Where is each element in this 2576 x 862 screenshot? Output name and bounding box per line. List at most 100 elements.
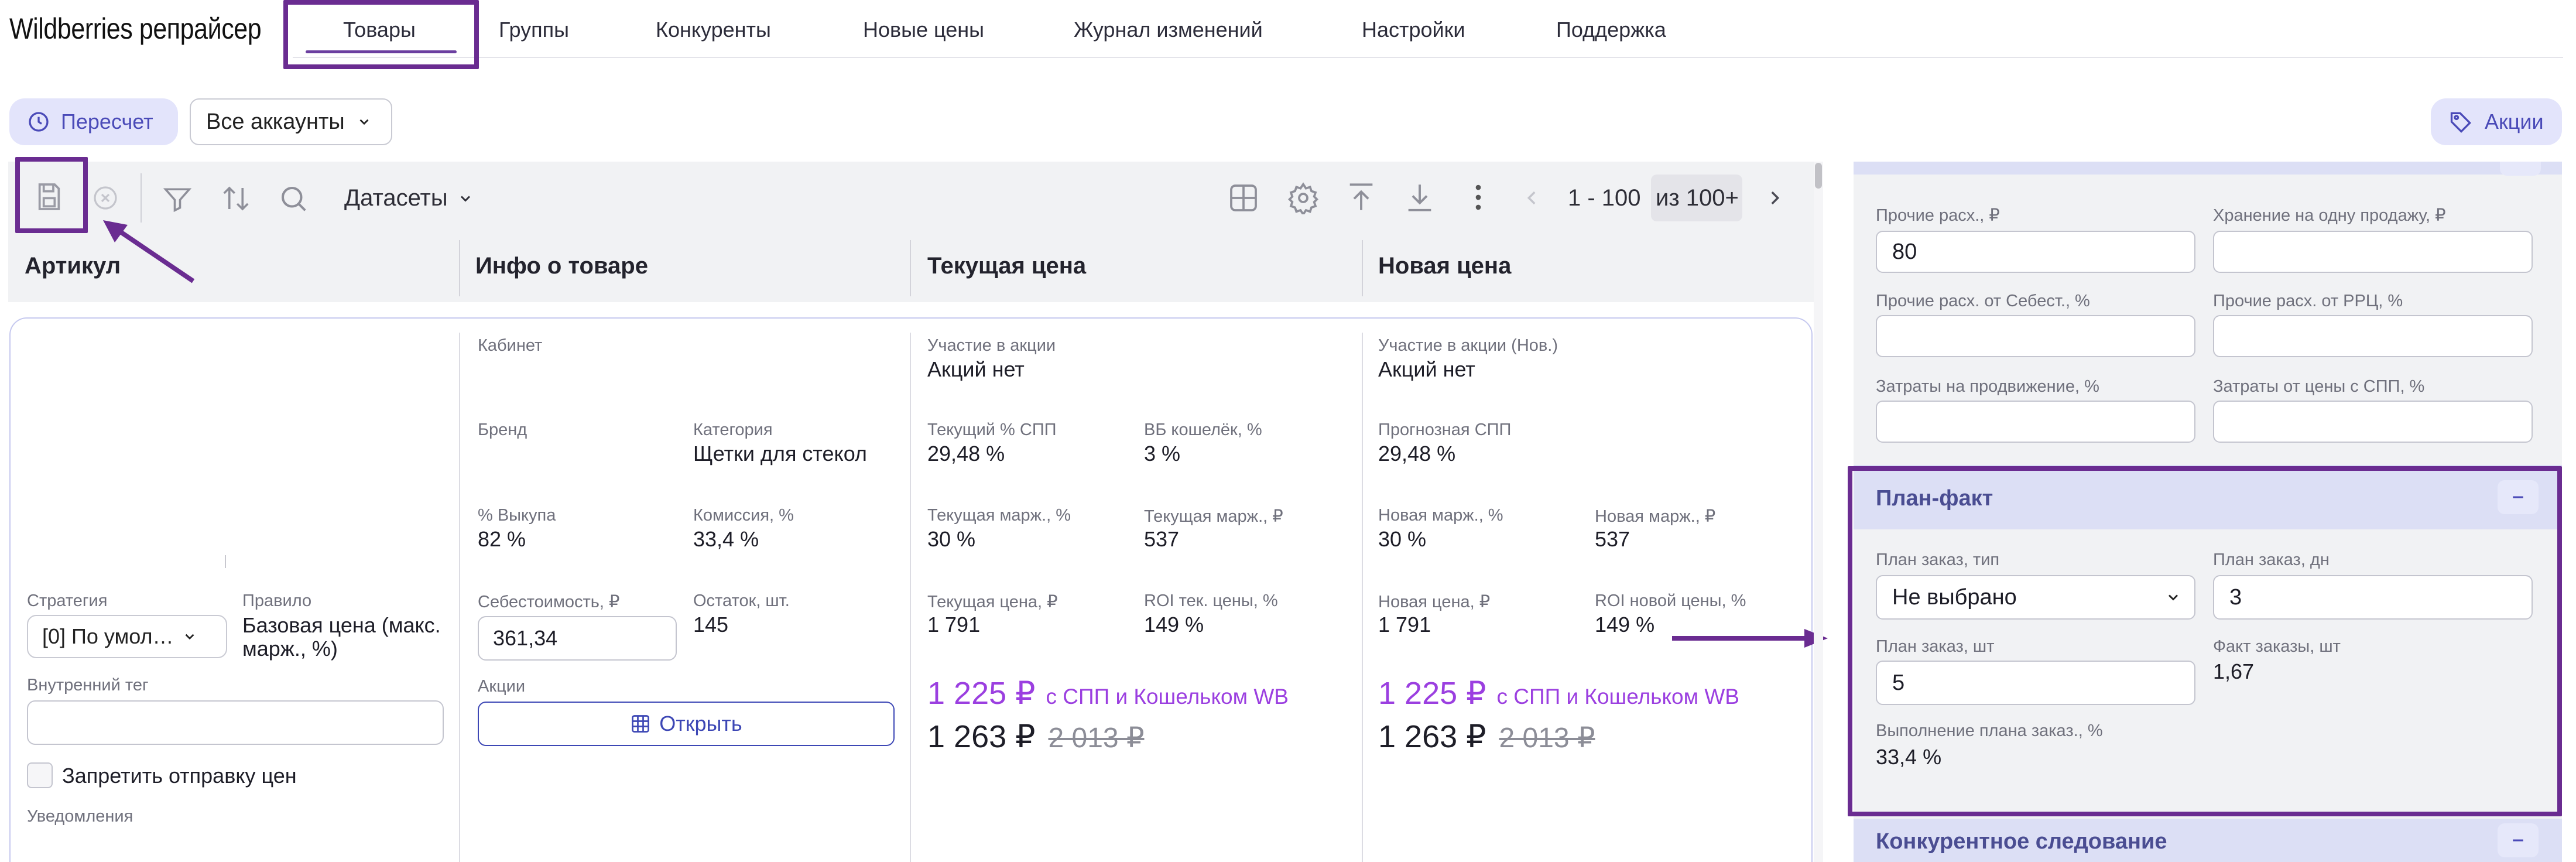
tab-products[interactable]: Товары <box>343 18 416 42</box>
pagination-total[interactable]: из 100+ <box>1651 175 1742 221</box>
current-margin-pct-label: Текущая марж., % <box>927 506 1071 525</box>
current-margin-pct-value: 30 % <box>927 527 976 551</box>
internal-tag-input[interactable] <box>27 700 444 745</box>
active-tab-indicator <box>306 50 457 53</box>
wallet-label: ВБ кошелёк, % <box>1144 420 1262 439</box>
save-icon[interactable] <box>33 180 66 213</box>
plan-qty-input[interactable]: 5 <box>1876 661 2195 705</box>
next-page-icon[interactable] <box>1765 186 1784 210</box>
other-expenses-label: Прочие расх., ₽ <box>1876 206 2000 225</box>
plan-fact-collapse-button[interactable] <box>2498 480 2539 514</box>
plan-days-label: План заказ, дн <box>2213 550 2330 569</box>
filter-icon[interactable] <box>162 183 193 214</box>
forecast-spp-label: Прогнозная СПП <box>1378 420 1512 439</box>
buyout-value: 82 % <box>478 527 526 551</box>
collapse-button-partial[interactable] <box>2500 162 2541 176</box>
competitive-title: Конкурентное следование <box>1876 829 2167 854</box>
notifications-label: Уведомления <box>27 807 133 826</box>
column-header-current-price[interactable]: Текущая цена <box>927 253 1087 279</box>
new-roi-value: 149 % <box>1595 613 1655 637</box>
wallet-value: 3 % <box>1144 442 1181 466</box>
plan-type-label: План заказ, тип <box>1876 550 2000 569</box>
other-rrp-input[interactable] <box>2213 315 2533 357</box>
promo-cost-label: Затраты на продвижение, % <box>1876 377 2099 396</box>
new-final-price: 1 263 ₽ <box>1378 719 1486 754</box>
spp-cost-input[interactable] <box>2213 401 2533 443</box>
prev-page-icon[interactable] <box>1522 186 1542 210</box>
minus-icon <box>2509 488 2527 506</box>
brand-label: Бренд <box>478 420 527 439</box>
cabinet-label: Кабинет <box>478 336 543 355</box>
tab-change-log[interactable]: Журнал изменений <box>1074 18 1263 42</box>
strategy-label: Стратегия <box>27 591 108 610</box>
current-promo-value: Акций нет <box>927 357 1025 381</box>
block-prices-checkbox[interactable] <box>27 762 53 788</box>
accounts-select[interactable]: Все аккаунты <box>190 98 392 145</box>
highlight-frame-save <box>15 157 88 233</box>
column-separator <box>1362 240 1363 296</box>
tab-settings[interactable]: Настройки <box>1362 18 1465 42</box>
tab-new-prices[interactable]: Новые цены <box>863 18 985 42</box>
tab-competitors[interactable]: Конкуренты <box>656 18 771 42</box>
plan-type-value: Не выбрано <box>1892 584 2017 610</box>
cancel-icon[interactable] <box>91 184 119 212</box>
other-cost-label: Прочие расх. от Себест., % <box>1876 292 2090 310</box>
promos-label: Акции <box>478 677 526 696</box>
current-spp-price: 1 225 ₽ <box>927 676 1036 711</box>
forecast-spp-value: 29,48 % <box>1378 442 1456 466</box>
plan-type-select[interactable]: Не выбрано <box>1876 575 2195 620</box>
current-margin-rub-value: 537 <box>1144 527 1180 551</box>
more-vertical-icon[interactable] <box>1461 179 1495 216</box>
new-margin-pct-label: Новая марж., % <box>1378 506 1503 525</box>
new-old-price: 2 013 ₽ <box>1499 723 1595 754</box>
storage-input[interactable] <box>2213 231 2533 273</box>
pagination-range: 1 - 100 <box>1568 185 1641 211</box>
sort-icon[interactable] <box>220 183 252 214</box>
plan-days-input[interactable]: 3 <box>2213 575 2533 620</box>
current-price-label: Текущая цена, ₽ <box>927 593 1058 611</box>
open-promos-button[interactable]: Открыть <box>478 702 895 746</box>
competitive-header[interactable] <box>1854 819 2562 862</box>
promo-button[interactable]: Акции <box>2431 98 2562 145</box>
columns-grid-icon[interactable] <box>1227 182 1260 214</box>
current-spp-value: 29,48 % <box>927 442 1005 466</box>
current-old-price: 2 013 ₽ <box>1048 723 1145 754</box>
gear-icon[interactable] <box>1287 182 1320 214</box>
block-prices-label: Запретить отправку цен <box>62 764 297 788</box>
card-column-separator <box>1362 333 1363 862</box>
column-header-new-price[interactable]: Новая цена <box>1378 253 1512 279</box>
rule-label: Правило <box>242 591 312 610</box>
new-promo-value: Акций нет <box>1378 357 1475 381</box>
current-roi-value: 149 % <box>1144 613 1204 637</box>
column-header-article[interactable]: Артикул <box>25 253 121 279</box>
search-icon[interactable] <box>278 183 309 214</box>
new-final-price-row: 1 263 ₽ 2 013 ₽ <box>1378 718 1595 755</box>
tab-support[interactable]: Поддержка <box>1556 18 1666 42</box>
new-price-label: Новая цена, ₽ <box>1378 593 1491 611</box>
current-final-price-row: 1 263 ₽ 2 013 ₽ <box>927 718 1145 755</box>
other-expenses-input[interactable]: 80 <box>1876 231 2195 273</box>
recalc-button[interactable]: Пересчет <box>9 98 178 145</box>
column-header-info[interactable]: Инфо о товаре <box>475 253 648 279</box>
competitive-collapse-button[interactable] <box>2498 823 2539 857</box>
download-icon[interactable] <box>1403 180 1437 214</box>
tab-groups[interactable]: Группы <box>499 18 569 42</box>
plan-fact-header[interactable] <box>1854 465 2562 529</box>
strategy-select[interactable]: [0] По умол… <box>27 615 227 658</box>
annotation-arrow-save <box>100 217 199 287</box>
commission-value: 33,4 % <box>693 527 759 551</box>
other-rrp-label: Прочие расх. от РРЦ, % <box>2213 292 2403 310</box>
upload-icon[interactable] <box>1344 180 1378 214</box>
other-cost-input[interactable] <box>1876 315 2195 357</box>
promo-cost-input[interactable] <box>1876 401 2195 443</box>
new-roi-label: ROI новой цены, % <box>1595 591 1746 610</box>
plan-fact-title: План-факт <box>1876 486 1993 511</box>
chevron-down-icon <box>182 629 197 644</box>
new-price-value: 1 791 <box>1378 613 1431 637</box>
scrollbar-thumb[interactable] <box>1815 163 1822 189</box>
cost-input[interactable]: 361,34 <box>478 616 677 661</box>
annotation-arrow-planfact <box>1672 627 1830 650</box>
datasets-dropdown[interactable]: Датасеты <box>344 185 474 211</box>
new-spp-price-row: 1 225 ₽ с СПП и Кошельком WB <box>1378 675 1739 712</box>
table-scrollbar[interactable] <box>1814 162 1823 862</box>
